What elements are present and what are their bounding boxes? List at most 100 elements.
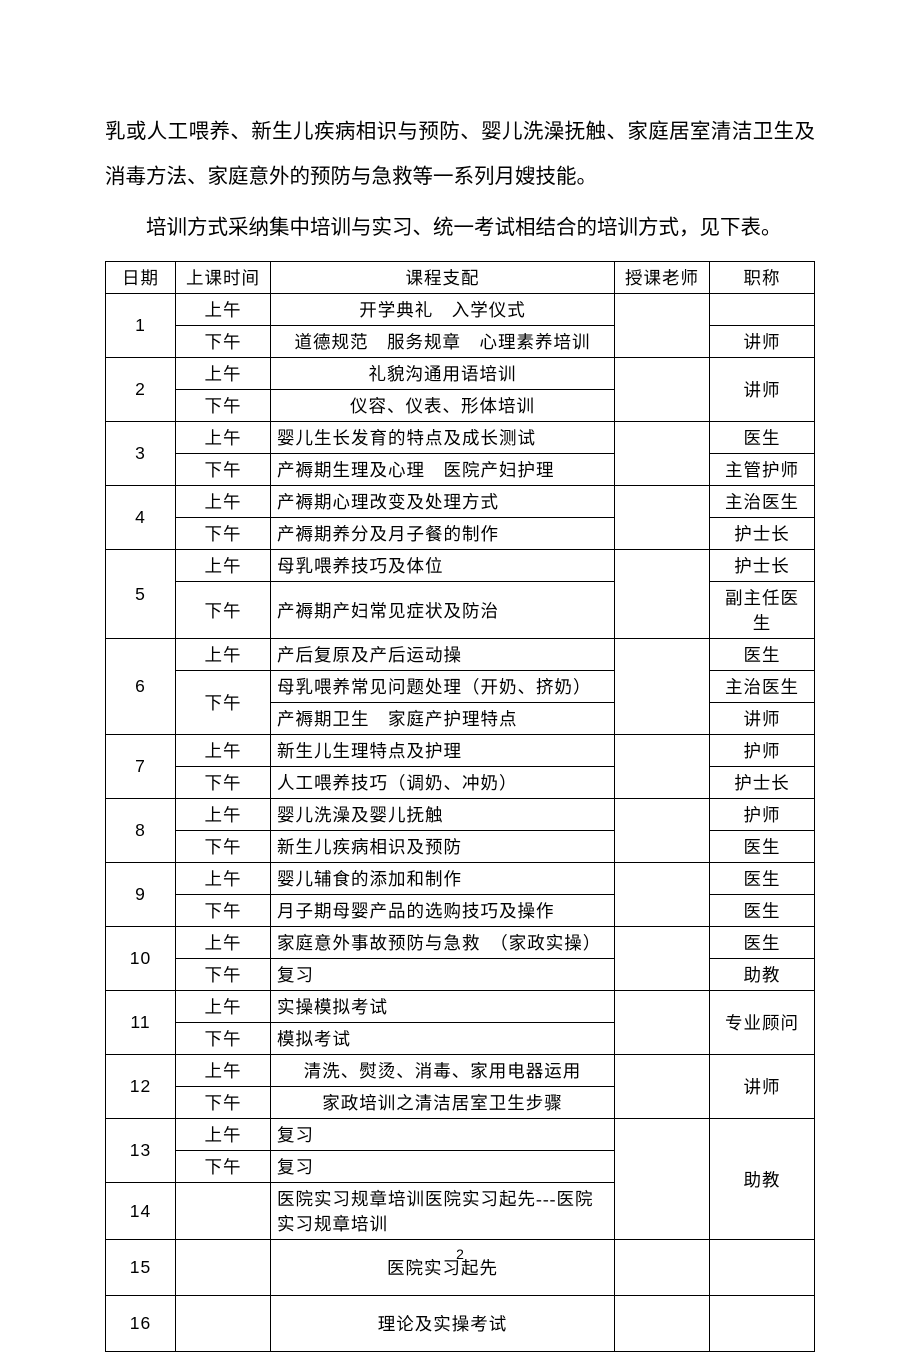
cell-course: 产褥期养分及月子餐的制作 [271, 518, 615, 550]
cell-title: 助教 [710, 959, 815, 991]
cell-teacher [615, 639, 710, 735]
cell-teacher [615, 422, 710, 486]
cell-time: 下午 [176, 1151, 271, 1183]
cell-title: 主管护师 [710, 454, 815, 486]
cell-time: 下午 [176, 671, 271, 735]
cell-title: 副主任医生 [710, 582, 815, 639]
cell-teacher [615, 799, 710, 863]
cell-time: 上午 [176, 927, 271, 959]
cell-title: 讲师 [710, 326, 815, 358]
cell-title: 医生 [710, 639, 815, 671]
cell-title: 主治医生 [710, 486, 815, 518]
table-row: 6上午产后复原及产后运动操医生 [106, 639, 815, 671]
cell-date: 8 [106, 799, 176, 863]
cell-time: 上午 [176, 486, 271, 518]
table-row: 13上午复习助教 [106, 1119, 815, 1151]
table-row: 10上午家庭意外事故预防与急救 （家政实操）医生 [106, 927, 815, 959]
cell-time: 下午 [176, 518, 271, 550]
cell-title: 医生 [710, 831, 815, 863]
cell-time: 上午 [176, 799, 271, 831]
cell-date: 3 [106, 422, 176, 486]
cell-time: 上午 [176, 422, 271, 454]
cell-course: 婴儿辅食的添加和制作 [271, 863, 615, 895]
cell-time: 上午 [176, 639, 271, 671]
cell-title: 讲师 [710, 358, 815, 422]
cell-date: 1 [106, 294, 176, 358]
cell-teacher [615, 927, 710, 991]
cell-course: 复习 [271, 1151, 615, 1183]
cell-time: 上午 [176, 1055, 271, 1087]
cell-course: 新生儿疾病相识及预防 [271, 831, 615, 863]
paragraph-1: 乳或人工喂养、新生儿疾病相识与预防、婴儿洗澡抚触、家庭居室清洁卫生及消毒方法、家… [105, 110, 815, 200]
cell-course: 产后复原及产后运动操 [271, 639, 615, 671]
cell-title: 护师 [710, 799, 815, 831]
cell-date: 4 [106, 486, 176, 550]
cell-teacher [615, 294, 710, 358]
cell-course: 理论及实操考试 [271, 1296, 615, 1352]
table-row: 8上午婴儿洗澡及婴儿抚触护师 [106, 799, 815, 831]
cell-teacher [615, 735, 710, 799]
table-header-row: 日期 上课时间 课程支配 授课老师 职称 [106, 262, 815, 294]
cell-course: 婴儿生长发育的特点及成长测试 [271, 422, 615, 454]
cell-time: 上午 [176, 1119, 271, 1151]
cell-title: 医生 [710, 863, 815, 895]
cell-course: 产褥期心理改变及处理方式 [271, 486, 615, 518]
cell-time: 下午 [176, 390, 271, 422]
cell-title: 助教 [710, 1119, 815, 1240]
cell-date: 5 [106, 550, 176, 639]
cell-title [710, 294, 815, 326]
cell-teacher [615, 1119, 710, 1240]
cell-title: 讲师 [710, 703, 815, 735]
cell-date: 9 [106, 863, 176, 927]
cell-course: 家庭意外事故预防与急救 （家政实操） [271, 927, 615, 959]
cell-course: 产褥期产妇常见症状及防治 [271, 582, 615, 639]
cell-course: 仪容、仪表、形体培训 [271, 390, 615, 422]
cell-time: 上午 [176, 294, 271, 326]
table-row: 3上午婴儿生长发育的特点及成长测试医生 [106, 422, 815, 454]
cell-course: 医院实习规章培训医院实习起先---医院实习规章培训 [271, 1183, 615, 1240]
table-row: 4上午产褥期心理改变及处理方式主治医生 [106, 486, 815, 518]
header-course: 课程支配 [271, 262, 615, 294]
paragraph-2: 培训方式采纳集中培训与实习、统一考试相结合的培训方式，见下表。 [105, 206, 815, 251]
header-teacher: 授课老师 [615, 262, 710, 294]
cell-course: 模拟考试 [271, 1023, 615, 1055]
table-row: 5上午母乳喂养技巧及体位护士长 [106, 550, 815, 582]
cell-time: 下午 [176, 1023, 271, 1055]
table-row: 2上午礼貌沟通用语培训讲师 [106, 358, 815, 390]
cell-title [710, 1296, 815, 1352]
cell-time: 下午 [176, 582, 271, 639]
cell-course: 道德规范 服务规章 心理素养培训 [271, 326, 615, 358]
cell-date: 10 [106, 927, 176, 991]
cell-title: 护士长 [710, 518, 815, 550]
cell-time: 下午 [176, 831, 271, 863]
cell-course: 复习 [271, 1119, 615, 1151]
cell-time: 上午 [176, 991, 271, 1023]
header-date: 日期 [106, 262, 176, 294]
cell-course: 产褥期卫生 家庭产护理特点 [271, 703, 615, 735]
cell-course: 清洗、熨烫、消毒、家用电器运用 [271, 1055, 615, 1087]
cell-title: 医生 [710, 895, 815, 927]
cell-date: 16 [106, 1296, 176, 1352]
cell-course: 母乳喂养技巧及体位 [271, 550, 615, 582]
cell-time: 下午 [176, 1087, 271, 1119]
cell-teacher [615, 1055, 710, 1119]
cell-course: 开学典礼 入学仪式 [271, 294, 615, 326]
cell-time: 下午 [176, 454, 271, 486]
cell-time: 上午 [176, 550, 271, 582]
table-row: 9上午婴儿辅食的添加和制作医生 [106, 863, 815, 895]
cell-title: 护士长 [710, 550, 815, 582]
cell-course: 母乳喂养常见问题处理（开奶、挤奶） [271, 671, 615, 703]
cell-time: 下午 [176, 326, 271, 358]
cell-course: 人工喂养技巧（调奶、冲奶） [271, 767, 615, 799]
table-row: 12上午清洗、熨烫、消毒、家用电器运用讲师 [106, 1055, 815, 1087]
cell-time: 下午 [176, 959, 271, 991]
cell-time: 下午 [176, 895, 271, 927]
cell-date: 2 [106, 358, 176, 422]
cell-time: 下午 [176, 767, 271, 799]
cell-title: 专业顾问 [710, 991, 815, 1055]
cell-course: 家政培训之清洁居室卫生步骤 [271, 1087, 615, 1119]
cell-title: 主治医生 [710, 671, 815, 703]
cell-title: 医生 [710, 927, 815, 959]
cell-title: 护师 [710, 735, 815, 767]
cell-time [176, 1183, 271, 1240]
